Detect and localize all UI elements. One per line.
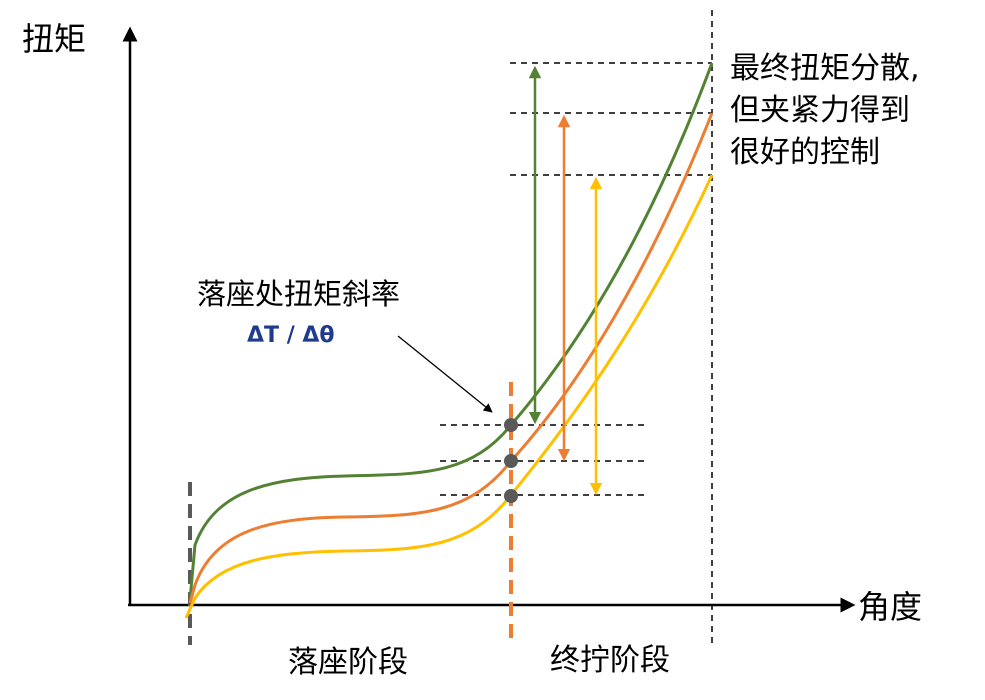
curve-series-2 (188, 112, 714, 604)
phase-label-seating: 落座阶段 (288, 645, 408, 680)
result-line-2: 但夹紧力得到 (730, 93, 910, 128)
result-line-1: 最终扭矩分散, (730, 51, 920, 86)
slope-pointer (397, 335, 493, 413)
curve-series-3 (184, 174, 714, 619)
phase-label-final: 终拧阶段 (550, 643, 670, 678)
seat-point-3 (504, 489, 518, 503)
slope-label: 落座处扭矩斜率 (197, 277, 400, 311)
x-axis-label: 角度 (858, 588, 922, 626)
curve-series-1 (188, 62, 714, 601)
slope-formula: ΔT / Δθ (247, 323, 335, 348)
y-axis-label: 扭矩 (22, 20, 86, 58)
result-line-3: 很好的控制 (730, 135, 880, 170)
seat-point-1 (504, 418, 518, 432)
seat-point-2 (504, 454, 518, 468)
